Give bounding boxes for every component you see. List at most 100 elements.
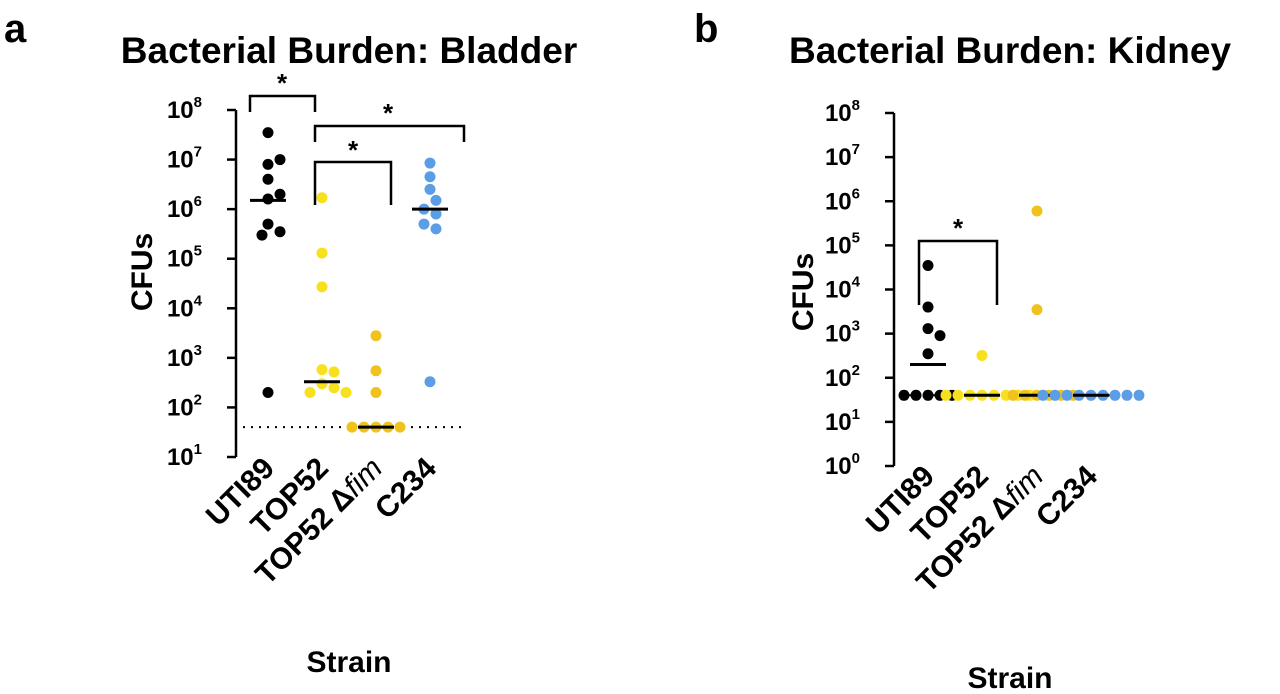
y-tick-label: 106 xyxy=(167,193,202,223)
y-tick-base: 10 xyxy=(825,277,852,304)
data-point-top52 xyxy=(976,349,988,361)
significance-star: * xyxy=(348,135,359,165)
data-point-c234 xyxy=(1037,389,1049,401)
data-point-uti89 xyxy=(898,389,910,401)
y-tick-base: 10 xyxy=(167,394,194,421)
y-tick-base: 10 xyxy=(825,144,852,171)
significance-bracket xyxy=(313,124,466,142)
y-axis-label: CFUs xyxy=(126,233,159,311)
y-tick-label: 104 xyxy=(825,274,861,304)
kidney-chart: Bacterial Burden: Kidney1001011021031041… xyxy=(787,30,1231,694)
data-point-top52-fim xyxy=(370,365,382,377)
data-point-top52 xyxy=(952,389,964,401)
data-point-uti89 xyxy=(274,154,286,166)
y-tick-base: 10 xyxy=(825,232,852,259)
data-point-c234 xyxy=(430,194,442,206)
data-point-c234 xyxy=(424,171,436,183)
y-tick-base: 10 xyxy=(167,97,194,124)
data-point-top52 xyxy=(304,387,316,399)
category-label-c234: C234 xyxy=(1030,459,1104,533)
data-point-uti89 xyxy=(262,173,274,185)
y-tick-base: 10 xyxy=(825,409,852,436)
data-point-c234 xyxy=(430,208,442,220)
y-tick-label: 102 xyxy=(825,362,860,392)
data-point-c234 xyxy=(1061,389,1073,401)
category-label-part: C234 xyxy=(369,451,443,525)
y-tick-label: 108 xyxy=(167,94,202,124)
data-point-top52-fim xyxy=(370,330,382,342)
chart-title: Bacterial Burden: Bladder xyxy=(121,30,577,71)
y-tick-label: 107 xyxy=(825,141,860,171)
data-point-uti89 xyxy=(922,348,934,360)
data-point-c234 xyxy=(424,157,436,169)
y-tick-exponent: 3 xyxy=(852,318,860,335)
data-point-uti89 xyxy=(262,387,274,399)
x-axis-label: Strain xyxy=(306,646,391,679)
data-point-top52-fim xyxy=(1007,389,1019,401)
data-point-top52-fim xyxy=(394,421,406,433)
y-tick-base: 10 xyxy=(825,100,852,127)
y-tick-label: 108 xyxy=(825,97,860,127)
y-tick-label: 105 xyxy=(167,243,202,273)
data-point-uti89 xyxy=(274,188,286,200)
data-point-uti89 xyxy=(922,259,934,271)
data-point-top52 xyxy=(316,364,328,376)
y-tick-label: 103 xyxy=(167,342,202,372)
data-point-uti89 xyxy=(922,323,934,335)
data-point-uti89 xyxy=(934,330,946,342)
data-point-c234 xyxy=(1121,389,1133,401)
data-point-c234 xyxy=(418,218,430,230)
y-tick-exponent: 5 xyxy=(194,243,202,260)
data-point-top52-fim xyxy=(1031,205,1043,217)
data-point-c234 xyxy=(1109,389,1121,401)
data-point-top52 xyxy=(316,281,328,293)
data-point-top52-fim xyxy=(346,421,358,433)
data-point-uti89 xyxy=(922,389,934,401)
significance-star: * xyxy=(953,213,964,243)
y-tick-exponent: 3 xyxy=(194,342,202,359)
category-label-part: C234 xyxy=(1030,459,1104,533)
y-tick-exponent: 7 xyxy=(852,141,860,158)
y-tick-base: 10 xyxy=(825,321,852,348)
y-tick-exponent: 1 xyxy=(194,441,202,458)
data-point-c234 xyxy=(424,183,436,195)
bladder-chart: Bacterial Burden: Bladder101102103104105… xyxy=(121,30,577,679)
data-point-top52 xyxy=(316,247,328,259)
data-point-uti89 xyxy=(262,127,274,139)
y-tick-base: 10 xyxy=(167,295,194,322)
y-tick-exponent: 5 xyxy=(852,229,860,246)
y-tick-base: 10 xyxy=(825,188,852,215)
y-tick-label: 103 xyxy=(825,318,860,348)
data-point-uti89 xyxy=(262,218,274,230)
y-tick-exponent: 8 xyxy=(194,94,202,111)
y-tick-label: 106 xyxy=(825,185,860,215)
significance-bracket xyxy=(917,239,999,305)
y-tick-label: 102 xyxy=(167,391,202,421)
y-tick-exponent: 4 xyxy=(852,274,861,291)
data-point-top52-fim xyxy=(370,387,382,399)
y-tick-label: 101 xyxy=(167,441,202,471)
data-point-top52-fim xyxy=(1031,304,1043,316)
data-point-top52 xyxy=(328,382,340,394)
y-axis-label: CFUs xyxy=(787,253,820,331)
data-point-uti89 xyxy=(922,301,934,313)
data-point-c234 xyxy=(430,223,442,235)
data-point-top52 xyxy=(940,389,952,401)
y-tick-base: 10 xyxy=(167,444,194,471)
y-tick-exponent: 6 xyxy=(194,193,202,210)
data-point-top52 xyxy=(328,366,340,378)
x-axis-label: Strain xyxy=(967,662,1052,694)
y-tick-exponent: 6 xyxy=(852,185,860,202)
y-tick-base: 10 xyxy=(825,453,852,480)
y-tick-label: 101 xyxy=(825,406,860,436)
y-tick-label: 104 xyxy=(167,292,203,322)
y-tick-exponent: 8 xyxy=(852,97,860,114)
data-point-top52 xyxy=(316,378,328,390)
data-point-uti89 xyxy=(262,158,274,170)
y-tick-exponent: 2 xyxy=(194,391,202,408)
y-tick-base: 10 xyxy=(167,196,194,223)
y-tick-base: 10 xyxy=(167,246,194,273)
significance-star: * xyxy=(277,68,288,98)
panel-letter-b: b xyxy=(694,7,718,51)
